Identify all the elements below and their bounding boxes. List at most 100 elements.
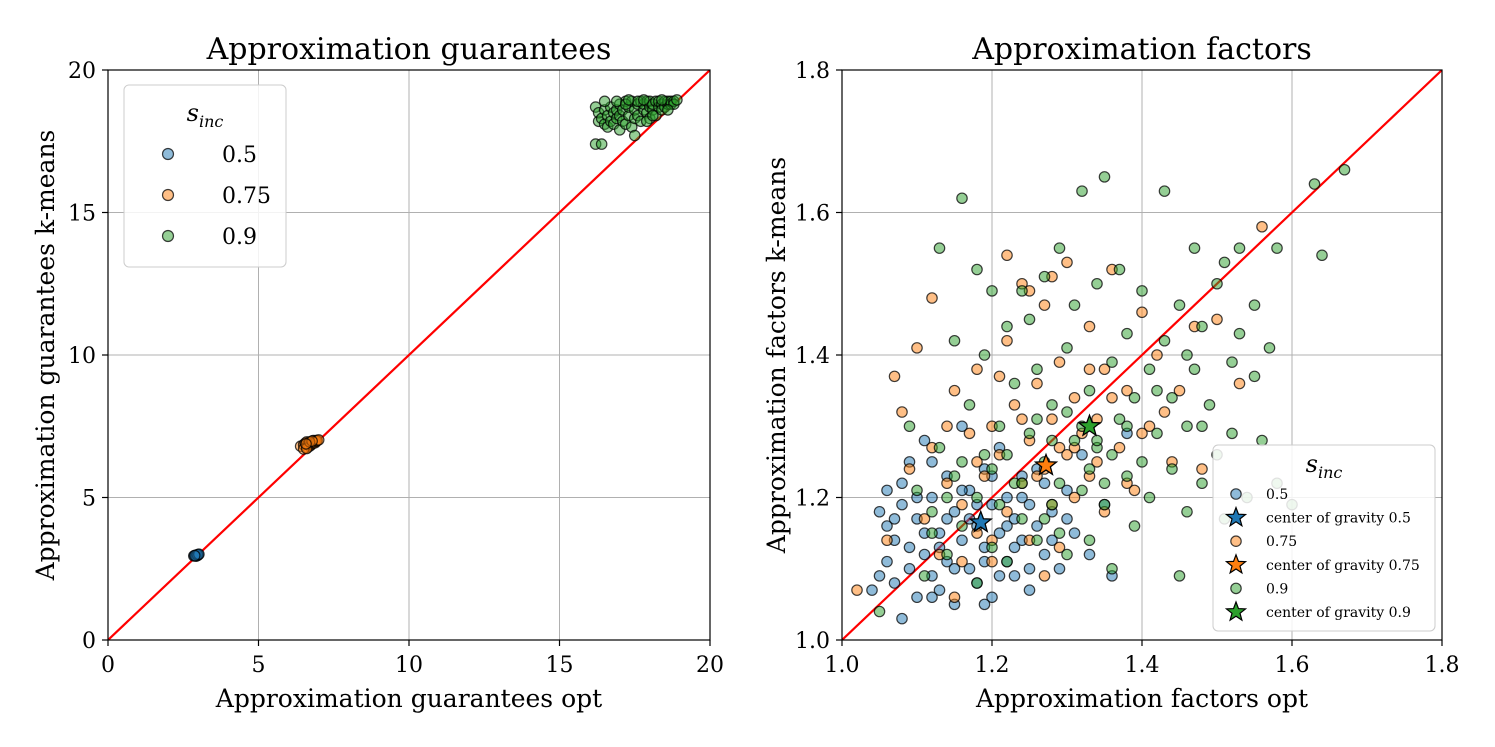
scatter-point-0-5 bbox=[896, 612, 908, 625]
scatter-point-0-5 bbox=[986, 591, 998, 604]
scatter-point-0-75 bbox=[888, 370, 901, 383]
legend-marker bbox=[1230, 488, 1242, 500]
center-of-gravity-star bbox=[1033, 452, 1059, 476]
scatter-point-0-9 bbox=[1136, 285, 1148, 297]
scatter-point-0-75 bbox=[300, 438, 312, 450]
scatter-point-0-5 bbox=[881, 555, 893, 568]
x-tick-label: 20 bbox=[696, 653, 724, 678]
scatter-point-0-9 bbox=[1316, 249, 1328, 262]
legend-label: 0.5 bbox=[1266, 487, 1288, 503]
scatter-point-0-75 bbox=[1106, 391, 1118, 404]
scatter-point-0-5 bbox=[1076, 448, 1088, 461]
y-tick-label: 1.8 bbox=[795, 59, 830, 84]
scatter-point-0-9 bbox=[918, 570, 931, 582]
scatter-point-0-9 bbox=[1046, 498, 1058, 511]
x-axis-label: Approximation factors opt bbox=[975, 684, 1308, 713]
axis-ticks: 00 5 5 10 10 15 15 20 20 bbox=[68, 59, 724, 678]
scatter-point-0-5 bbox=[993, 527, 1006, 539]
scatter-point-0-9 bbox=[1233, 327, 1246, 340]
scatter-point-0-75 bbox=[963, 427, 976, 440]
scatter-point-0-75 bbox=[926, 292, 938, 304]
scatter-point-0-75 bbox=[1031, 377, 1043, 390]
legend-marker bbox=[161, 229, 175, 243]
scatter-point-0-5 bbox=[873, 570, 886, 582]
scatter-point-0-75 bbox=[1068, 391, 1081, 404]
scatter-point-0-75 bbox=[1001, 249, 1013, 262]
legend-label: 0.9 bbox=[1266, 581, 1288, 597]
scatter-point-0-9 bbox=[1166, 391, 1178, 404]
scatter-point-0-9 bbox=[1008, 377, 1021, 390]
scatter-point-0-75 bbox=[1083, 320, 1096, 333]
scatter-point-0-9 bbox=[948, 334, 961, 347]
scatter-point-0-9 bbox=[1061, 406, 1073, 418]
scatter-point-0-9 bbox=[956, 520, 968, 532]
x-tick-label: 15 bbox=[546, 653, 574, 678]
scatter-point-0-9 bbox=[978, 349, 991, 361]
scatter-point-0-9 bbox=[1061, 342, 1073, 354]
scatter-point-0-75 bbox=[971, 456, 983, 468]
y-tick-label: 10 bbox=[68, 344, 96, 369]
scatter-point-0-9 bbox=[1001, 555, 1013, 568]
scatter-point-0-75 bbox=[941, 477, 953, 490]
scatter-point-0-75 bbox=[903, 463, 916, 475]
scatter-point-0-75 bbox=[1008, 399, 1021, 411]
scatter-point-0-9 bbox=[948, 470, 961, 482]
legend: sinc 0.5 center of gravity 0.5 0.75 center … bbox=[1212, 444, 1436, 632]
scatter-point-0-9 bbox=[1308, 178, 1321, 190]
scatter-point-0-9 bbox=[1031, 413, 1043, 425]
scatter-point-0-9 bbox=[628, 129, 641, 142]
scatter-point-0-9 bbox=[1106, 562, 1118, 575]
scatter-point-0-5 bbox=[993, 570, 1006, 582]
scatter-point-0-75 bbox=[1001, 505, 1013, 518]
scatter-point-0-75 bbox=[978, 470, 991, 482]
scatter-point-0-9 bbox=[1181, 505, 1193, 518]
scatter-point-0-9 bbox=[1106, 356, 1118, 368]
scatter-point-0-9 bbox=[1211, 277, 1223, 290]
scatter-point-0-9 bbox=[971, 263, 983, 276]
scatter-point-0-75 bbox=[1173, 384, 1186, 397]
scatter-point-0-5 bbox=[918, 548, 931, 561]
x-tick-label: 1.6 bbox=[1275, 653, 1310, 678]
scatter-point-0-5 bbox=[873, 505, 886, 518]
scatter-point-0-75 bbox=[1151, 349, 1163, 361]
y-tick-label: 1.4 bbox=[795, 344, 830, 369]
scatter-point-0-9 bbox=[1151, 384, 1163, 397]
scatter-point-0-9 bbox=[1016, 477, 1028, 490]
scatter-point-0-9 bbox=[1113, 413, 1126, 425]
scatter-point-0-9 bbox=[647, 109, 659, 122]
scatter-point-0-5 bbox=[978, 598, 991, 611]
y-tick-label: 0 bbox=[82, 629, 96, 654]
y-tick-label: 1.0 bbox=[795, 629, 830, 654]
scatter-point-0-5 bbox=[941, 513, 953, 525]
scatter-point-0-9 bbox=[1121, 327, 1133, 340]
scatter-point-0-9 bbox=[1338, 163, 1351, 176]
y-tick-label: 1.2 bbox=[795, 487, 830, 512]
scatter-point-0-75 bbox=[956, 555, 968, 568]
scatter-point-0-9 bbox=[1226, 356, 1238, 368]
scatter-point-0-9 bbox=[1143, 491, 1156, 504]
scatter-point-0-5 bbox=[1053, 562, 1066, 575]
axis-ticks: 1.01.0 1.2 1.2 1.4 1.4 1.6 1.6 1.8 1.8 bbox=[795, 59, 1460, 678]
scatter-point-0-9 bbox=[1091, 434, 1103, 447]
scatter-point-0-75 bbox=[881, 534, 893, 547]
scatter-point-0-5 bbox=[1083, 548, 1096, 561]
scatter-point-0-75 bbox=[1016, 413, 1028, 425]
scatter-point-0-9 bbox=[1248, 299, 1261, 311]
scatter-point-0-9 bbox=[971, 491, 983, 504]
scatter-point-0-5 bbox=[1031, 520, 1043, 532]
chart-approximation-factors: 1.01.0 1.2 1.2 1.4 1.4 1.6 1.6 1.8 1.8 Approxima… bbox=[762, 32, 1460, 713]
scatter-point-0-5 bbox=[896, 498, 908, 511]
legend-star-marker bbox=[1224, 505, 1248, 528]
scatter-point-0-75 bbox=[1121, 384, 1133, 397]
scatter-point-0-9 bbox=[963, 399, 976, 411]
scatter-point-0-75 bbox=[1098, 363, 1111, 376]
legend-label: center of gravity 0.75 bbox=[1266, 558, 1420, 574]
legend-title: sinc bbox=[187, 99, 224, 131]
y-axis-label: Approximation guarantees k-means bbox=[31, 130, 60, 582]
center-of-gravity-star bbox=[968, 509, 993, 533]
scatter-point-0-5 bbox=[948, 505, 961, 518]
scatter-point-0-9 bbox=[1196, 477, 1208, 490]
scatter-point-0-9 bbox=[1031, 363, 1043, 376]
scatter-point-0-75 bbox=[1136, 427, 1148, 440]
legend: sinc 0.5 0.75 0.9 bbox=[123, 84, 287, 268]
